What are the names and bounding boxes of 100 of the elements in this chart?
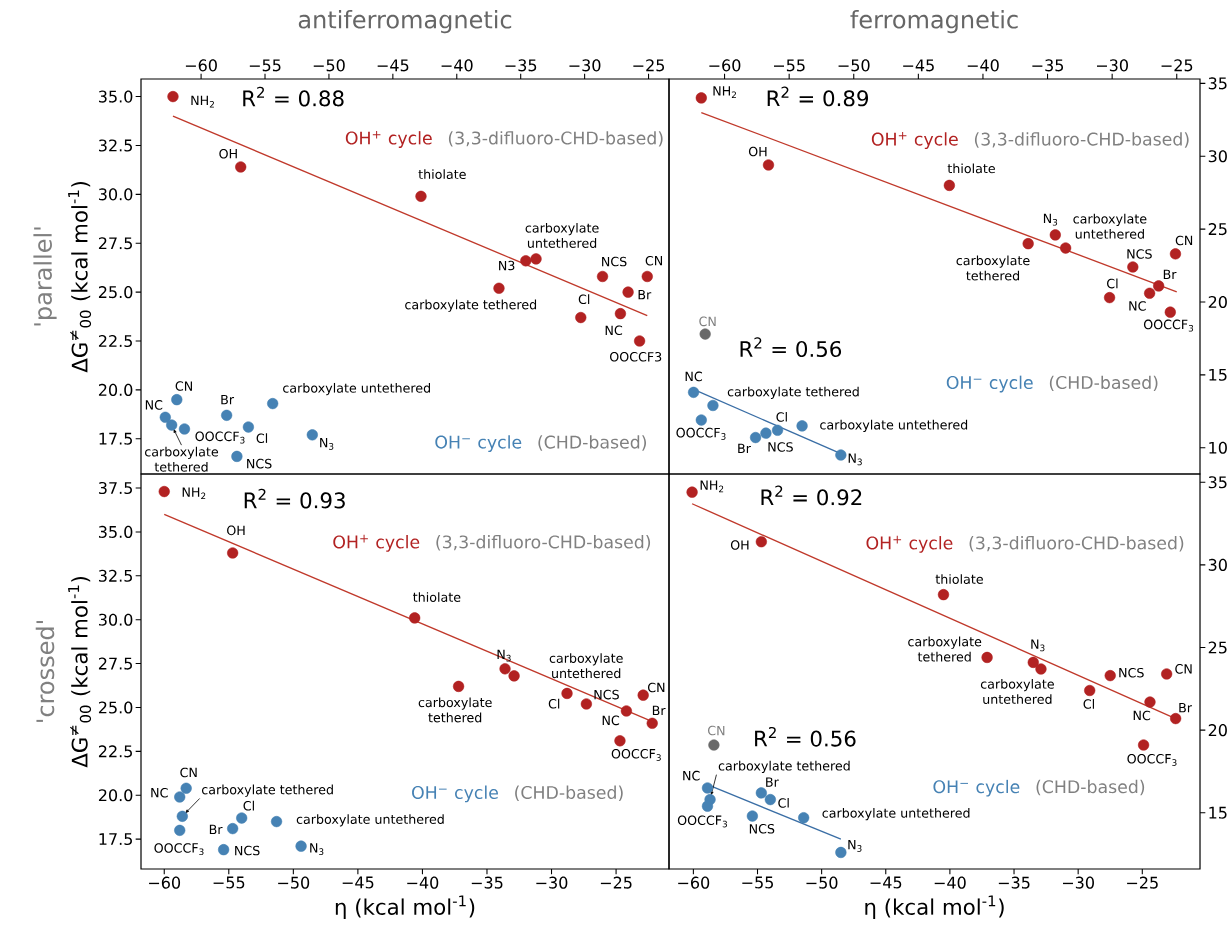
point: [798, 812, 810, 824]
point: [530, 253, 542, 265]
point: [178, 423, 191, 435]
annotation: NCS: [768, 442, 793, 452]
annotation: carboxylate tethered: [908, 636, 982, 662]
point: [1060, 242, 1072, 254]
annotation: Cl: [776, 411, 787, 422]
point: [1049, 229, 1061, 241]
annotation: OH: [227, 525, 245, 536]
annotation: NH$_{2}$: [700, 480, 724, 493]
annotation: NCS: [235, 845, 260, 856]
point: [746, 810, 758, 822]
annotation: OOCCF$_{3}$: [1127, 753, 1177, 766]
annotation: carboxylate untethered: [822, 808, 970, 821]
point: [620, 705, 633, 717]
point: [493, 282, 505, 294]
y-tick-label: 25.0: [98, 286, 133, 299]
x-tick-label: −60: [709, 59, 741, 72]
annotation: CN: [647, 682, 665, 693]
annotation: NC: [1129, 301, 1146, 311]
y-tick-label: 30.0: [98, 188, 133, 201]
point: [409, 612, 421, 624]
text: OH$^{+}$ cycle: [345, 130, 432, 148]
point: [158, 485, 170, 498]
annotation: NCS: [594, 689, 619, 700]
x-tick-label: −55: [742, 876, 773, 889]
chart-title: antiferromagnetic: [298, 10, 512, 34]
point: [1161, 668, 1173, 680]
annotation: R$^{2}$ = 0.56: [740, 337, 842, 358]
point: [227, 547, 239, 559]
y-tick-label: 20.0: [98, 789, 133, 802]
point: [699, 328, 711, 340]
point: [646, 717, 658, 729]
point: [1170, 712, 1182, 725]
annotation: NC: [605, 325, 623, 336]
annotation: Cl: [548, 698, 560, 709]
annotation: CN: [699, 316, 716, 327]
series-label: OH$^{+}$ cycle: [871, 131, 958, 150]
annotation: CN: [180, 767, 197, 778]
point: [180, 782, 192, 794]
annotation: (CHD-based): [1049, 375, 1158, 392]
point: [701, 800, 714, 812]
chart-title: ferromagnetic: [850, 10, 1018, 34]
annotation: carboxylate untethered: [980, 678, 1054, 704]
annotation: (3,3-difluoro-CHD-based): [969, 536, 1184, 552]
x-tick-label: −35: [505, 59, 537, 72]
point: [796, 420, 808, 432]
point: [415, 190, 427, 202]
x-tick-label: −30: [569, 59, 601, 72]
annotation: OOCCF$_{3}$: [154, 843, 204, 856]
y-tick-label: 25.0: [98, 701, 133, 714]
y-tick-label: 20.0: [98, 383, 133, 396]
annotation: OOCCF$_{3}$: [676, 427, 726, 440]
x-tick-label: −45: [342, 876, 374, 889]
x-tick-label: −40: [407, 876, 439, 889]
annotation: Cl: [578, 294, 590, 305]
annotation: OH: [730, 540, 749, 550]
annotation: (CHD-based): [515, 785, 623, 802]
point: [1164, 306, 1176, 318]
point: [686, 486, 698, 498]
annotation: R$^{2}$ = 0.93: [244, 488, 345, 509]
annotation: (CHD-based): [538, 435, 647, 451]
y-tick-label: 32.5: [98, 569, 132, 582]
point: [174, 791, 186, 803]
annotation: Cl: [256, 433, 268, 444]
point: [1104, 670, 1116, 682]
point: [707, 399, 719, 412]
annotation: NC: [683, 770, 700, 781]
point: [580, 698, 592, 710]
y-tick-label: 17.5: [99, 833, 132, 846]
x-tick-label: −25: [1127, 876, 1158, 889]
annotation: Cl: [1083, 699, 1094, 709]
text: 'parallel': [33, 227, 57, 326]
annotation: OH: [748, 146, 767, 157]
annotation: carboxylate tethered: [727, 386, 859, 399]
point: [1169, 248, 1182, 260]
annotation: NH$_{2}$: [182, 487, 206, 500]
annotation: carboxylate untethered: [549, 653, 623, 679]
annotation: Br: [221, 394, 235, 405]
point: [561, 687, 573, 700]
x-tick-label: −25: [600, 876, 632, 889]
y-tick-label: 27.5: [98, 237, 132, 250]
annotation: NH$_{2}$: [713, 86, 736, 98]
point: [771, 424, 784, 436]
annotation: R$^{2}$ = 0.56: [755, 726, 856, 747]
annotation: R$^{2}$ = 0.89: [767, 86, 869, 107]
point: [1022, 238, 1034, 250]
point: [749, 431, 762, 444]
y-tick-label: 30: [1208, 150, 1227, 163]
annotation: NCS: [749, 823, 775, 834]
x-tick-label: −40: [967, 59, 999, 72]
y-tick-label: 25: [1208, 223, 1227, 236]
annotation: OOCCF$_{3}$: [611, 748, 661, 761]
annotation: NCS: [602, 256, 627, 267]
annotation: carboxylate untethered: [283, 382, 430, 396]
y-tick-label: 37.5: [98, 481, 132, 495]
text: OH$^{−}$ cycle: [933, 779, 1020, 797]
annotation: carboxylate tethered: [405, 299, 537, 312]
x-tick-label: −50: [838, 59, 870, 72]
annotation: Cl: [778, 797, 789, 808]
